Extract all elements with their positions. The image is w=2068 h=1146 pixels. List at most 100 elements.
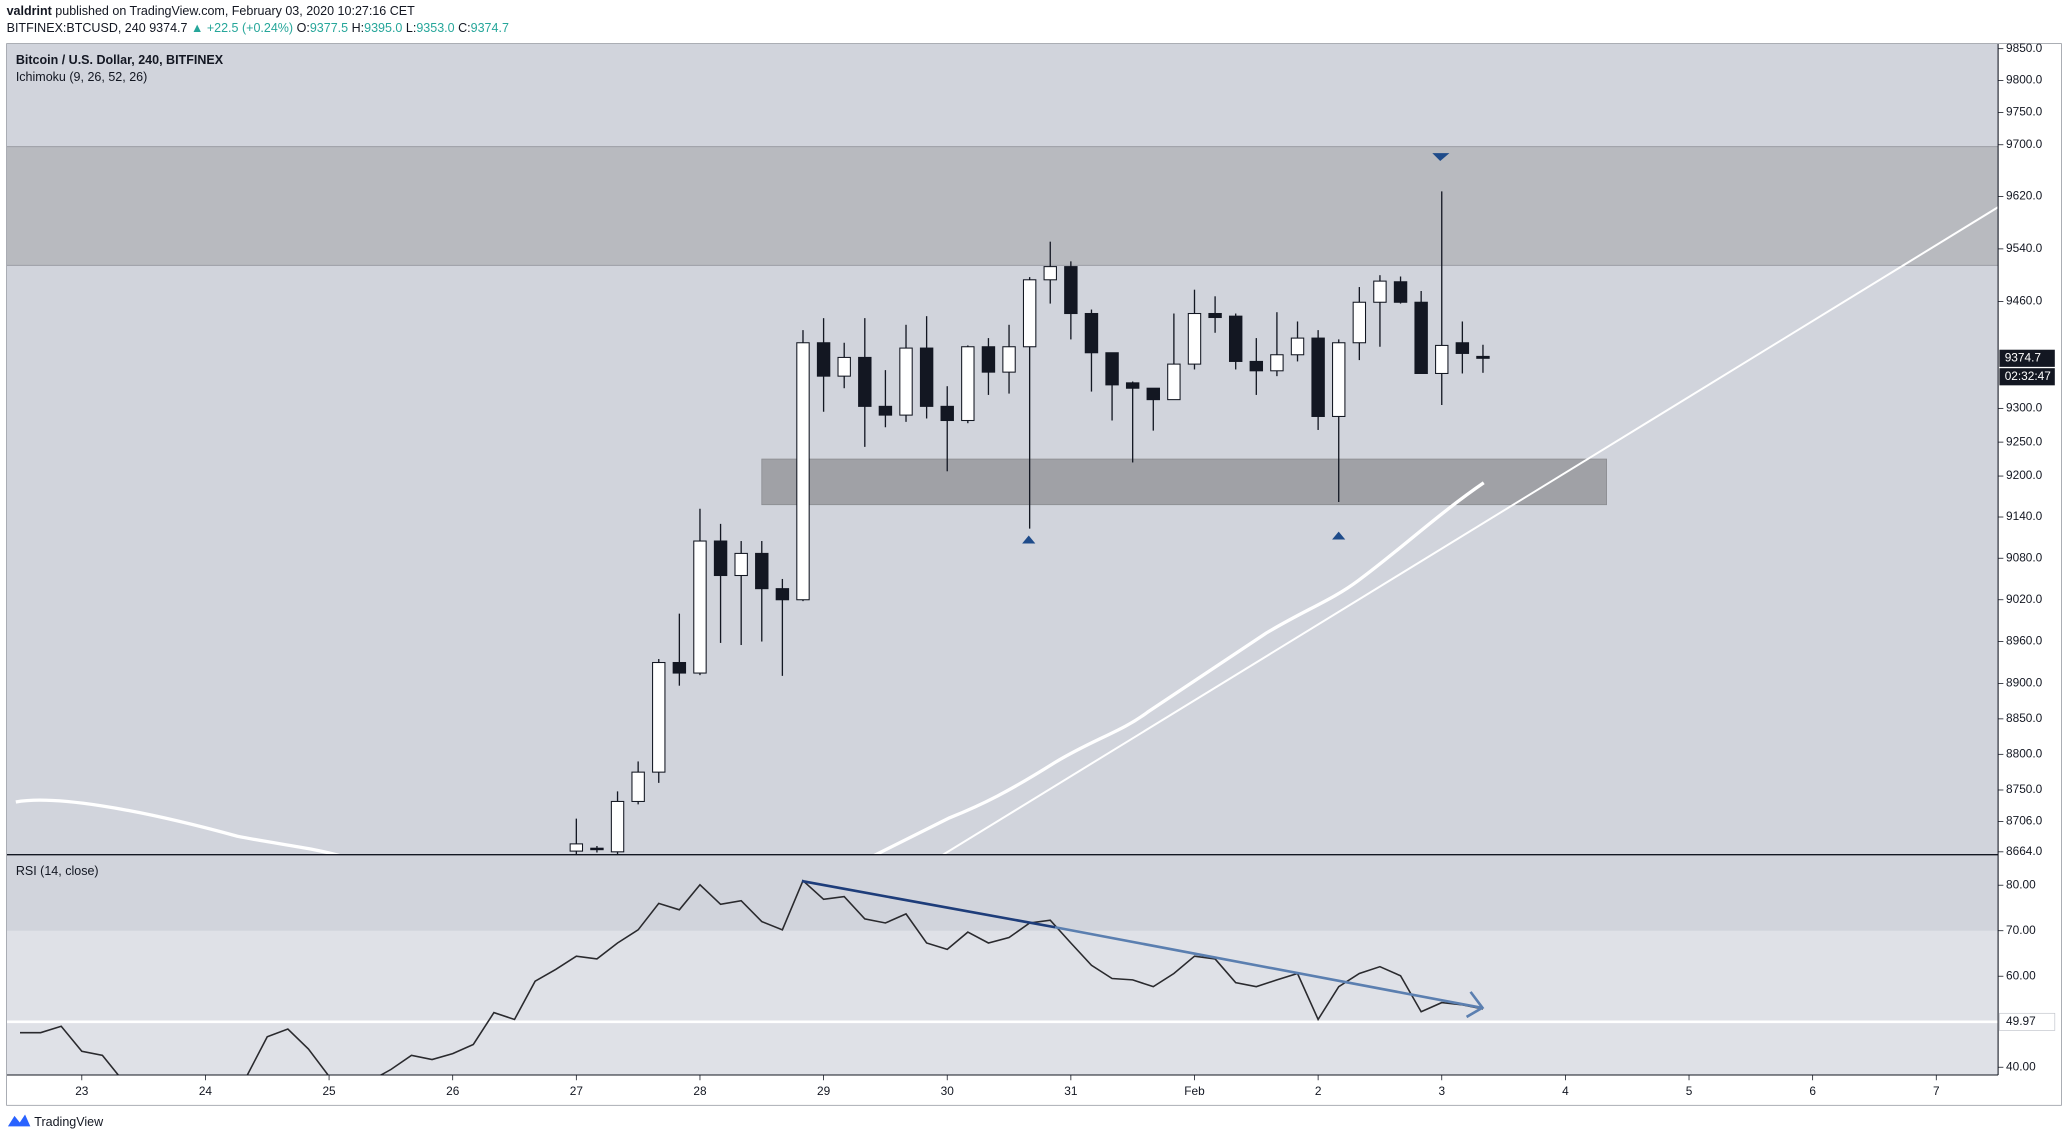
ohlc-label: H: bbox=[352, 21, 365, 35]
x-tick-label: 6 bbox=[1809, 1084, 1816, 1098]
candle-body bbox=[755, 552, 769, 590]
up-marker bbox=[1022, 535, 1036, 544]
x-tick-label: 25 bbox=[322, 1084, 336, 1098]
candle-body bbox=[1022, 279, 1037, 348]
candle-body bbox=[1455, 342, 1470, 354]
y-tick-label: 70.00 bbox=[2006, 923, 2036, 937]
y-tick-label: 9300.0 bbox=[2006, 401, 2043, 415]
candle-body bbox=[1208, 312, 1222, 319]
rsi-band bbox=[6, 930, 1999, 1075]
y-tick-label: 9460.0 bbox=[2006, 294, 2043, 308]
candle-body bbox=[1352, 301, 1367, 344]
y-tick-label: 8664.0 bbox=[2006, 844, 2043, 858]
x-tick-label: 7 bbox=[1933, 1084, 1940, 1098]
candle-body bbox=[796, 342, 810, 601]
candle-body bbox=[1105, 352, 1119, 386]
y-tick-label: 8800.0 bbox=[2006, 746, 2043, 760]
candle-body bbox=[1332, 342, 1346, 417]
header-line: valdrint published on TradingView.com, F… bbox=[7, 4, 416, 18]
y-tick-label: 80.00 bbox=[2006, 877, 2036, 891]
symbol: BITFINEX:BTCUSD, 240 bbox=[7, 21, 146, 35]
footer: TradingView bbox=[34, 1115, 104, 1129]
candle-body bbox=[569, 843, 584, 852]
y-tick-label: 9140.0 bbox=[2006, 509, 2043, 523]
y-tick-label: 8706.0 bbox=[2006, 814, 2043, 828]
resistance-zone bbox=[6, 146, 1999, 266]
candle-body bbox=[1414, 301, 1428, 374]
frame bbox=[6, 43, 2062, 1106]
y-tick-label: 9800.0 bbox=[2006, 73, 2043, 87]
candle-body bbox=[1249, 360, 1264, 372]
x-tick-label: 2 bbox=[1315, 1084, 1322, 1098]
rsi-legend: RSI (14, close) bbox=[16, 864, 99, 878]
up-marker bbox=[1332, 531, 1346, 540]
candle-body bbox=[1290, 337, 1305, 356]
y-tick-label: 8960.0 bbox=[2006, 634, 2043, 648]
indicator-legend: Ichimoku (9, 26, 52, 26) bbox=[16, 70, 147, 84]
y-tick-label: 9700.0 bbox=[2006, 137, 2043, 151]
last-price-box bbox=[1999, 349, 2055, 367]
candle-body bbox=[1002, 346, 1016, 373]
candle-body bbox=[1187, 312, 1202, 365]
ohlc-value: 9353.0 bbox=[416, 21, 454, 35]
x-tick-label: 29 bbox=[817, 1084, 831, 1098]
x-tick-label: 23 bbox=[75, 1084, 89, 1098]
candle-body bbox=[1228, 315, 1243, 362]
x-tick-label: 30 bbox=[941, 1084, 955, 1098]
candle-body bbox=[899, 347, 913, 416]
candle-body bbox=[1270, 354, 1284, 372]
ohlc-value: 9395.0 bbox=[364, 21, 402, 35]
candle-body bbox=[734, 552, 748, 577]
rsi-line bbox=[19, 879, 1484, 1075]
candle-body bbox=[1476, 355, 1490, 359]
candle-body bbox=[1311, 337, 1325, 417]
rsi-trend-line bbox=[1054, 925, 1482, 1010]
candle-body bbox=[775, 588, 790, 601]
arrow-head bbox=[1465, 991, 1485, 1019]
candle-body bbox=[652, 661, 666, 773]
candle-body bbox=[816, 342, 831, 377]
x-tick-label: 3 bbox=[1438, 1084, 1445, 1098]
candle-body bbox=[1435, 344, 1449, 374]
price-legend: Bitcoin / U.S. Dollar, 240, BITFINEX bbox=[16, 53, 224, 67]
published: published on TradingView.com, February 0… bbox=[55, 4, 415, 18]
y-tick-label: 60.00 bbox=[2006, 968, 2036, 982]
candle-body bbox=[858, 356, 872, 407]
ohlc-value: 9377.5 bbox=[310, 21, 348, 35]
candle-body bbox=[1373, 280, 1387, 303]
candle-body bbox=[1167, 363, 1181, 401]
last-price-label: 9374.7 bbox=[2005, 350, 2041, 364]
candle-body bbox=[672, 661, 687, 674]
candle-body bbox=[1084, 312, 1099, 354]
y-tick-label: 9250.0 bbox=[2006, 434, 2043, 448]
support-box bbox=[761, 458, 1607, 506]
rsi-trend-line bbox=[801, 879, 1056, 929]
x-tick-label: 27 bbox=[570, 1084, 583, 1098]
ohlc-label: O: bbox=[297, 21, 310, 35]
candle-body bbox=[1125, 382, 1140, 389]
x-tick-label: 28 bbox=[693, 1084, 707, 1098]
ohlc-label: L: bbox=[406, 21, 416, 35]
rsi-trend bbox=[801, 879, 1485, 1019]
y-tick-label: 9080.0 bbox=[2006, 550, 2043, 564]
ichimoku-line bbox=[15, 798, 343, 855]
x-tick-label: 24 bbox=[199, 1084, 213, 1098]
countdown: 02:32:47 bbox=[2005, 369, 2051, 383]
symbol-line: BITFINEX:BTCUSD, 240 9374.7 ▲ +22.5 (+0.… bbox=[7, 21, 509, 35]
candle-body bbox=[693, 540, 707, 674]
candle-body bbox=[610, 800, 625, 853]
x-tick-label: 31 bbox=[1064, 1084, 1078, 1098]
candle-body bbox=[961, 346, 975, 422]
candle-body bbox=[1393, 281, 1408, 303]
candle-body bbox=[837, 356, 851, 377]
candle-body bbox=[713, 540, 728, 577]
candle-body bbox=[940, 405, 954, 422]
down-marker bbox=[1432, 153, 1450, 161]
candle-body bbox=[981, 346, 996, 373]
y-tick-label: 9200.0 bbox=[2006, 468, 2043, 482]
markers bbox=[1022, 153, 1450, 544]
author: valdrint bbox=[7, 4, 53, 18]
candle-body bbox=[878, 405, 893, 416]
